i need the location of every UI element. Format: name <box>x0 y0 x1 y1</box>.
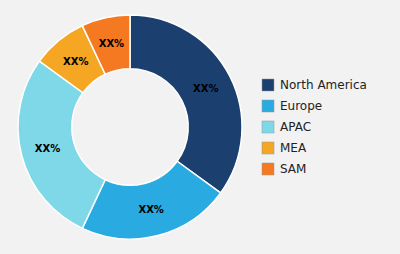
legend: North America Europe APAC MEA SAM <box>262 78 367 176</box>
legend-label: SAM <box>280 162 306 176</box>
legend-swatch <box>262 79 274 91</box>
slice <box>82 15 130 74</box>
data-label: XX% <box>35 143 60 154</box>
legend-label: Europe <box>280 99 322 113</box>
data-label: XX% <box>99 38 124 49</box>
chart: XX% XX% XX% XX% XX% North America Europe APAC ME… <box>0 0 400 254</box>
legend-swatch <box>262 163 274 175</box>
data-label: XX% <box>193 83 218 94</box>
legend-swatch <box>262 142 274 154</box>
slices <box>18 15 242 239</box>
chart-container: XX% XX% XX% XX% XX% North America Europe APAC ME… <box>0 0 400 254</box>
legend-label: MEA <box>280 141 307 155</box>
legend-swatch <box>262 100 274 112</box>
data-label: XX% <box>138 204 163 215</box>
data-label: XX% <box>63 56 88 67</box>
slice <box>82 161 220 239</box>
slice <box>130 15 242 193</box>
legend-swatch <box>262 121 274 133</box>
data-labels: XX% XX% XX% XX% XX% <box>35 38 219 215</box>
legend-label: APAC <box>280 120 311 134</box>
slice <box>18 61 105 228</box>
legend-label: North America <box>280 78 367 92</box>
